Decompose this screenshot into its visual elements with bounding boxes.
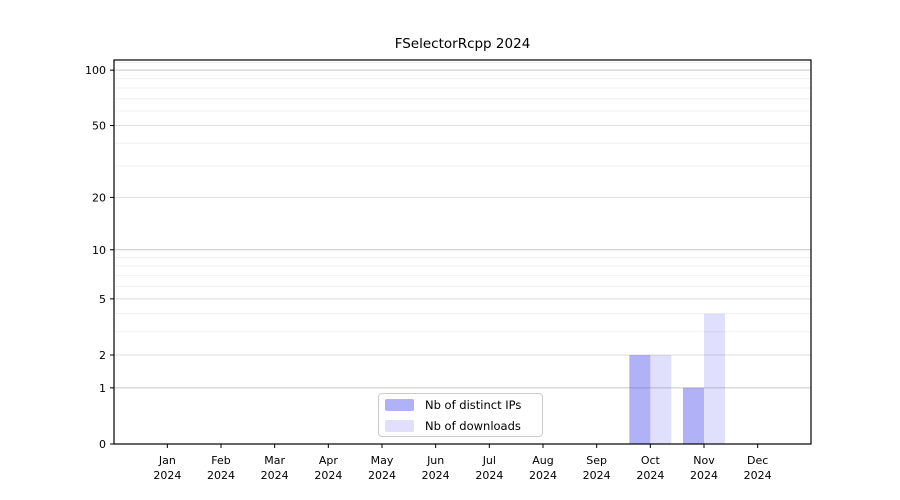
y-tick-label: 2 (99, 349, 106, 362)
x-tick-label-year: 2024 (529, 469, 557, 482)
x-tick-label-month: May (371, 454, 394, 467)
x-tick-label-month: Sep (586, 454, 607, 467)
x-tick-label-month: Mar (264, 454, 285, 467)
x-tick-label-year: 2024 (153, 469, 181, 482)
x-tick-label-year: 2024 (583, 469, 611, 482)
legend-label-downloads: Nb of downloads (425, 418, 521, 433)
bar-downloads (704, 313, 725, 444)
x-tick-label-year: 2024 (207, 469, 235, 482)
x-tick-label-month: Aug (532, 454, 553, 467)
x-tick-label-month: Jun (426, 454, 444, 467)
x-tick-label-month: Oct (641, 454, 661, 467)
chart-title: FSelectorRcpp 2024 (394, 36, 531, 52)
y-tick-label: 0 (99, 438, 106, 451)
legend-item-distinct-ips: Nb of distinct IPs (385, 398, 542, 412)
legend: Nb of distinct IPs Nb of downloads (378, 393, 543, 437)
legend-swatch-distinct-ips (385, 398, 414, 411)
x-tick-label-year: 2024 (261, 469, 289, 482)
bar-downloads (650, 355, 672, 444)
plot-frame (113, 59, 812, 445)
y-tick-label: 1 (99, 382, 106, 395)
y-tick-label: 50 (92, 120, 106, 133)
y-tick-label: 20 (92, 191, 106, 204)
x-tick-label-month: Jul (482, 454, 496, 467)
bar-distinct-ips (629, 355, 651, 444)
x-tick-label-month: Feb (211, 454, 230, 467)
legend-item-downloads: Nb of downloads (385, 419, 542, 433)
x-tick-label-year: 2024 (690, 469, 718, 482)
bar-distinct-ips (683, 387, 704, 444)
x-tick-label-year: 2024 (314, 469, 342, 482)
x-tick-label-year: 2024 (475, 469, 503, 482)
x-tick-label-year: 2024 (636, 469, 664, 482)
y-tick-label: 100 (85, 64, 106, 77)
x-tick-label-month: Nov (693, 454, 715, 467)
legend-label-distinct-ips: Nb of distinct IPs (425, 397, 522, 412)
legend-swatch-downloads (385, 419, 414, 432)
x-tick-label-year: 2024 (422, 469, 450, 482)
x-tick-label-year: 2024 (368, 469, 396, 482)
x-tick-label-month: Dec (747, 454, 768, 467)
x-tick-label-month: Jan (158, 454, 176, 467)
x-tick-label-year: 2024 (744, 469, 772, 482)
x-tick-label-month: Apr (319, 454, 339, 467)
y-tick-label: 10 (92, 244, 106, 257)
y-tick-label: 5 (99, 293, 106, 306)
